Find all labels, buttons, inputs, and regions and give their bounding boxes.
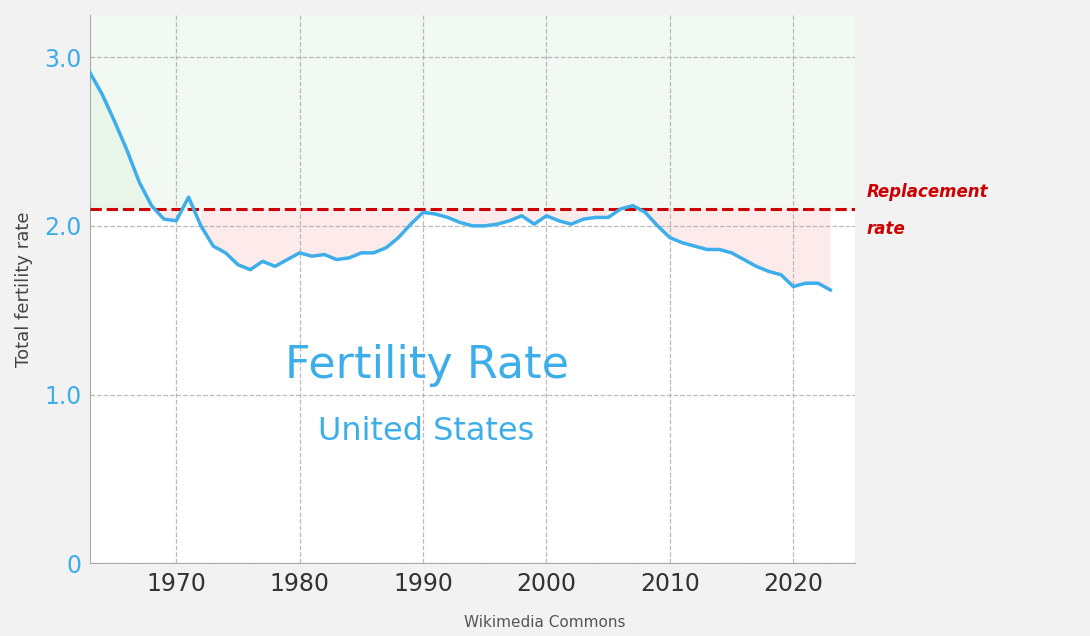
Text: rate: rate — [867, 220, 905, 238]
Y-axis label: Total fertility rate: Total fertility rate — [15, 211, 33, 367]
Text: United States: United States — [318, 416, 535, 447]
Text: Wikimedia Commons: Wikimedia Commons — [464, 614, 626, 630]
Text: Replacement: Replacement — [867, 183, 988, 200]
Text: Fertility Rate: Fertility Rate — [284, 344, 569, 387]
Bar — [89, 15, 855, 209]
